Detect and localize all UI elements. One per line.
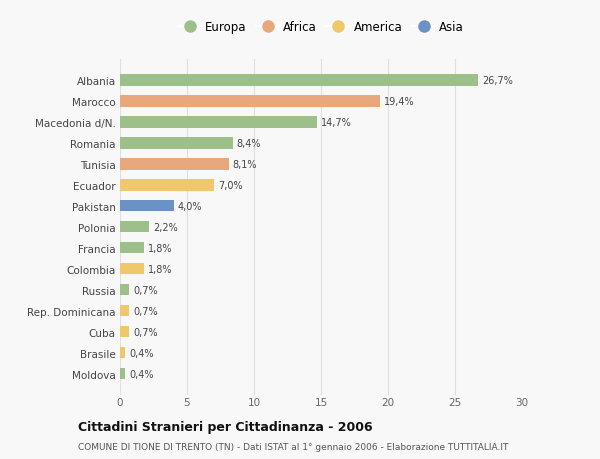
- Text: 0,7%: 0,7%: [133, 306, 158, 316]
- Text: 8,1%: 8,1%: [233, 159, 257, 169]
- Text: 4,0%: 4,0%: [178, 202, 202, 211]
- Bar: [120, 305, 130, 317]
- Bar: [120, 221, 149, 233]
- Text: 0,7%: 0,7%: [133, 327, 158, 337]
- Legend: Europa, Africa, America, Asia: Europa, Africa, America, Asia: [176, 19, 466, 36]
- Text: 7,0%: 7,0%: [218, 180, 242, 190]
- Text: 19,4%: 19,4%: [384, 96, 415, 106]
- Text: 2,2%: 2,2%: [154, 222, 178, 232]
- Text: 0,7%: 0,7%: [133, 285, 158, 295]
- Text: Cittadini Stranieri per Cittadinanza - 2006: Cittadini Stranieri per Cittadinanza - 2…: [78, 420, 373, 433]
- Bar: [120, 117, 317, 128]
- Bar: [120, 263, 144, 275]
- Text: 26,7%: 26,7%: [482, 76, 512, 86]
- Bar: [120, 242, 144, 254]
- Bar: [120, 201, 173, 212]
- Bar: [120, 347, 125, 358]
- Text: 0,4%: 0,4%: [130, 348, 154, 358]
- Bar: [120, 159, 229, 170]
- Text: 1,8%: 1,8%: [148, 264, 173, 274]
- Text: 0,4%: 0,4%: [130, 369, 154, 379]
- Text: 14,7%: 14,7%: [321, 118, 352, 128]
- Text: 1,8%: 1,8%: [148, 243, 173, 253]
- Bar: [120, 138, 233, 149]
- Text: COMUNE DI TIONE DI TRENTO (TN) - Dati ISTAT al 1° gennaio 2006 - Elaborazione TU: COMUNE DI TIONE DI TRENTO (TN) - Dati IS…: [78, 442, 508, 451]
- Bar: [120, 96, 380, 107]
- Text: 8,4%: 8,4%: [236, 139, 261, 148]
- Bar: [120, 179, 214, 191]
- Bar: [120, 326, 130, 338]
- Bar: [120, 75, 478, 86]
- Bar: [120, 284, 130, 296]
- Bar: [120, 368, 125, 380]
